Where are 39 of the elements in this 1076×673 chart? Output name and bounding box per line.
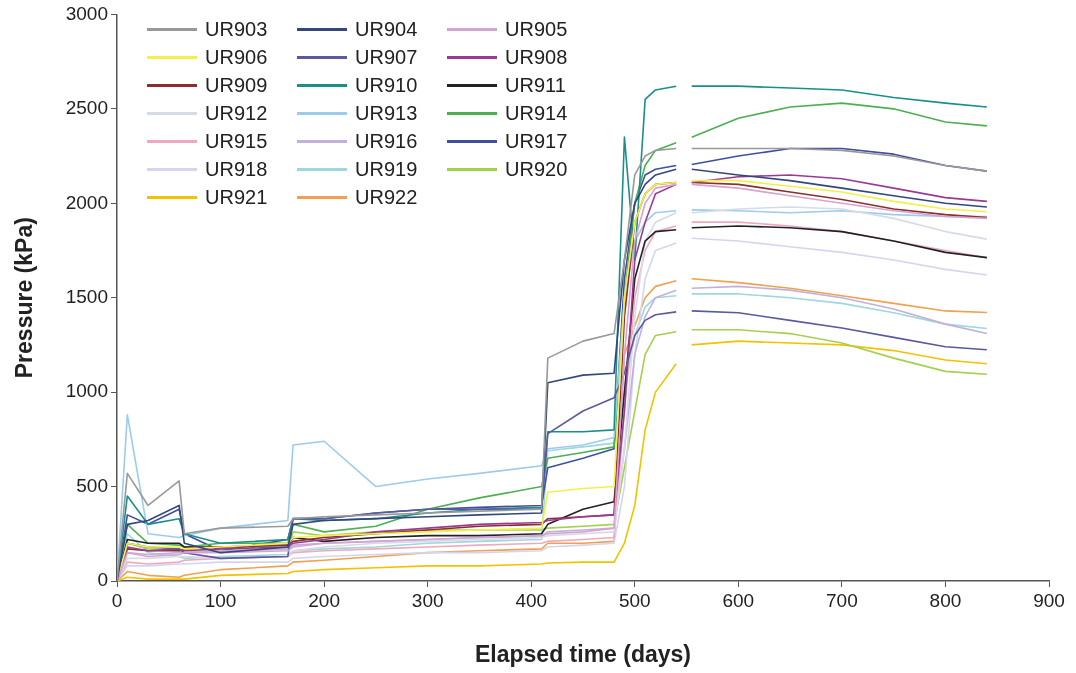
legend-label: UR922 [355, 185, 418, 209]
x-tick-label: 300 [411, 589, 444, 611]
legend-label: UR904 [355, 17, 418, 41]
legend-label: UR918 [205, 157, 268, 181]
x-tick-label: 100 [204, 589, 237, 611]
legend-label: UR913 [355, 101, 418, 125]
y-tick-label: 2000 [65, 191, 108, 213]
y-axis-title: Pressure (kPa) [11, 217, 38, 379]
y-tick-label: 2500 [65, 97, 108, 119]
legend-label: UR920 [505, 157, 568, 181]
legend-label: UR910 [355, 73, 418, 97]
x-tick-label: 900 [1033, 589, 1065, 611]
x-tick-label: 600 [722, 589, 755, 611]
legend-label: UR916 [355, 129, 418, 153]
legend-label: UR906 [205, 45, 268, 69]
legend-label: UR907 [355, 45, 418, 69]
y-tick-label: 500 [76, 474, 108, 496]
legend-label: UR911 [505, 73, 566, 97]
legend-label: UR921 [205, 185, 268, 209]
x-tick-label: 200 [308, 589, 340, 611]
y-tick-label: 1500 [65, 285, 108, 307]
legend-label: UR915 [205, 129, 268, 153]
x-tick-label: 700 [826, 589, 858, 611]
x-axis-title: Elapsed time (days) [474, 640, 692, 667]
legend-label: UR903 [205, 17, 268, 41]
y-tick-label: 1000 [65, 380, 108, 402]
legend-label: UR909 [205, 73, 268, 97]
y-tick-label: 3000 [65, 2, 108, 24]
legend-label: UR914 [505, 101, 568, 125]
x-tick-label: 0 [111, 589, 123, 611]
y-tick-label: 0 [97, 569, 108, 591]
x-tick-label: 500 [618, 589, 651, 611]
x-tick-label: 800 [929, 589, 962, 611]
legend-label: UR912 [205, 101, 268, 125]
legend-label: UR919 [355, 157, 418, 181]
x-tick-label: 400 [515, 589, 548, 611]
legend-label: UR917 [505, 129, 568, 153]
legend-label: UR908 [505, 45, 568, 69]
legend-label: UR905 [505, 17, 568, 41]
